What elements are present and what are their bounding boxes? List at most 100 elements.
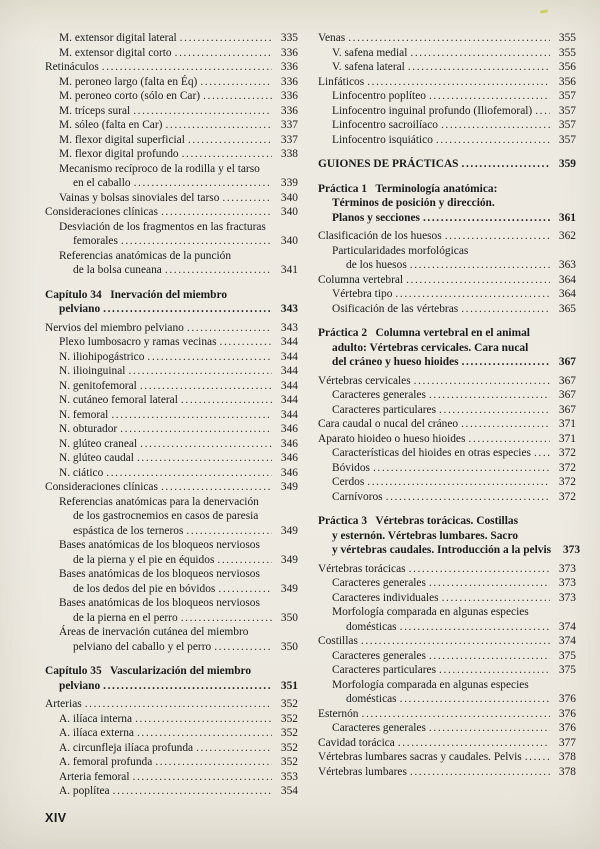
toc-entry-text: V. safena lateral bbox=[332, 61, 405, 73]
toc-entry: Caracteres generales 367 bbox=[318, 388, 576, 403]
dot-leader bbox=[367, 75, 550, 90]
toc-page-number: 344 bbox=[280, 336, 298, 348]
dot-leader bbox=[135, 712, 272, 727]
toc-page-number: 376 bbox=[558, 722, 576, 734]
dot-leader bbox=[429, 388, 550, 403]
toc-page-number: 350 bbox=[280, 640, 298, 653]
toc-entry-text: Caracteres generales bbox=[332, 577, 426, 589]
dot-leader bbox=[442, 591, 550, 606]
toc-page-number: 364 bbox=[558, 288, 576, 300]
dot-leader bbox=[441, 118, 550, 133]
toc-page-number: 341 bbox=[280, 264, 298, 276]
dot-leader bbox=[361, 634, 550, 649]
toc-entry: de la pierna en el perro 350 bbox=[45, 611, 298, 626]
toc-page-number: 367 bbox=[558, 389, 576, 401]
toc-entry: de los huesos 363 bbox=[318, 258, 576, 273]
toc-entry: femorales 340 bbox=[45, 234, 298, 249]
toc-entry: Venas 355 bbox=[318, 31, 576, 46]
dot-leader bbox=[410, 765, 550, 780]
toc-entry: y esternón. Vértebras lumbares. Sacro bbox=[318, 529, 576, 544]
toc-entry: V. safena medial 355 bbox=[318, 46, 576, 61]
toc-entry: Referencias anatómicas de la punción bbox=[45, 249, 298, 264]
toc-page-number: 363 bbox=[558, 259, 576, 271]
toc-entry-text: de la bolsa cuneana bbox=[73, 264, 162, 276]
toc-entry: A. femoral profunda 352 bbox=[45, 755, 298, 770]
dot-leader bbox=[410, 258, 550, 273]
toc-entry-text: Caracteres generales bbox=[332, 722, 426, 734]
toc-entry-text: Bases anatómicas de los bloqueos nervios… bbox=[59, 568, 260, 580]
toc-page-number: 344 bbox=[280, 408, 298, 421]
toc-page-number: 346 bbox=[280, 437, 298, 450]
toc-entry-text: Práctica 3 Vértebras torácicas. Costilla… bbox=[318, 515, 519, 527]
toc-page-number: 352 bbox=[280, 756, 298, 768]
dot-leader bbox=[429, 576, 550, 591]
toc-entry-text: pelviano bbox=[59, 303, 101, 315]
dot-leader bbox=[140, 437, 272, 452]
toc-entry: Bases anatómicas de los bloqueos nervios… bbox=[45, 596, 298, 611]
toc-entry: adulto: Vértebras cervicales. Cara nucal bbox=[318, 341, 576, 356]
toc-entry: Retináculos 336 bbox=[45, 60, 298, 75]
toc-page-number: 349 bbox=[280, 553, 298, 566]
toc-entry-text: Cara caudal o nucal del cráneo bbox=[318, 418, 459, 430]
toc-page-number: 344 bbox=[280, 394, 298, 406]
dot-leader bbox=[400, 620, 550, 635]
dot-leader bbox=[137, 726, 272, 741]
toc-entry-text: Áreas de inervación cutánea del miembro bbox=[59, 626, 249, 638]
toc-entry-text: en el caballo bbox=[73, 177, 131, 189]
dot-leader bbox=[436, 133, 550, 148]
toc-entry: Caracteres generales 376 bbox=[318, 721, 576, 736]
dot-leader bbox=[406, 273, 550, 288]
toc-entry-text: Características del hioides en otras esp… bbox=[332, 447, 531, 459]
toc-entry: de los dedos del pie en bóvidos 349 bbox=[45, 582, 298, 597]
dot-leader bbox=[462, 355, 550, 370]
toc-entry-text: Bóvidos bbox=[332, 461, 370, 474]
toc-entry-text: domésticas bbox=[346, 620, 397, 633]
toc-column-left: M. extensor digital lateral335M. extenso… bbox=[45, 31, 298, 799]
dot-leader bbox=[408, 60, 550, 75]
toc-entry-text: Capítulo 34 Inervación del miembro bbox=[45, 288, 228, 301]
toc-entry-text: Vértebra tipo bbox=[332, 288, 393, 300]
toc-page-number: 337 bbox=[280, 119, 298, 131]
toc-entry-text: A. femoral profunda bbox=[59, 756, 153, 768]
toc-entry-text: Nervios del miembro pelviano bbox=[45, 321, 184, 334]
toc-entry: Osificación de las vértebras 365 bbox=[318, 302, 576, 317]
toc-entry: V. safena lateral 356 bbox=[318, 60, 576, 75]
dot-leader bbox=[398, 736, 550, 751]
toc-entry: Particularidades morfológicas bbox=[318, 244, 576, 259]
toc-page-number: 336 bbox=[280, 75, 298, 88]
toc-page-number: 372 bbox=[558, 490, 576, 503]
dot-leader bbox=[218, 582, 272, 597]
toc-page-number: 373 bbox=[558, 577, 576, 589]
toc-page-number: 374 bbox=[558, 635, 576, 647]
dot-leader bbox=[102, 60, 272, 75]
toc-entry-text: N. iliohipogástrico bbox=[59, 350, 145, 363]
toc-page-number: 378 bbox=[558, 765, 576, 778]
toc-entry-text: Linfáticos bbox=[318, 75, 365, 88]
toc-entry: Linfocentro poplíteo 357 bbox=[318, 89, 576, 104]
toc-entry: M. extensor digital corto 336 bbox=[45, 46, 298, 61]
dot-leader bbox=[348, 31, 550, 46]
toc-entry-text: GUIONES DE PRÁCTICAS bbox=[318, 158, 459, 170]
toc-columns: M. extensor digital lateral335M. extenso… bbox=[45, 31, 580, 799]
dot-leader bbox=[200, 75, 272, 90]
toc-entry: M. flexor digital superficial 337 bbox=[45, 133, 298, 148]
toc-page-number: 376 bbox=[558, 693, 576, 705]
dot-leader bbox=[128, 364, 272, 379]
toc-page-number: 349 bbox=[280, 524, 298, 537]
toc-page-number: 352 bbox=[280, 741, 298, 754]
toc-entry-text: de los dedos del pie en bóvidos bbox=[73, 582, 216, 595]
toc-page-number: 336 bbox=[280, 61, 298, 73]
toc-entry: M. extensor digital lateral 335 bbox=[45, 31, 298, 46]
toc-entry-text: M. extensor digital corto bbox=[59, 46, 172, 59]
toc-entry-text: Arteria femoral bbox=[59, 770, 130, 783]
toc-entry-text: M. peroneo largo (falta en Éq) bbox=[59, 75, 198, 88]
toc-page-number: 367 bbox=[558, 374, 576, 387]
toc-entry: Linfocentro sacroilíaco 357 bbox=[318, 118, 576, 133]
toc-entry-text: Osificación de las vértebras bbox=[332, 302, 459, 315]
toc-entry-text: Desviación de los fragmentos en las frac… bbox=[59, 220, 266, 233]
toc-page-number: 362 bbox=[558, 230, 576, 242]
toc-entry: Carnívoros 372 bbox=[318, 490, 576, 505]
toc-entry: espástica de los terneros 349 bbox=[45, 524, 298, 539]
toc-entry: Cavidad torácica 377 bbox=[318, 736, 576, 751]
toc-entry: de la pierna y el pie en équidos 349 bbox=[45, 553, 298, 568]
